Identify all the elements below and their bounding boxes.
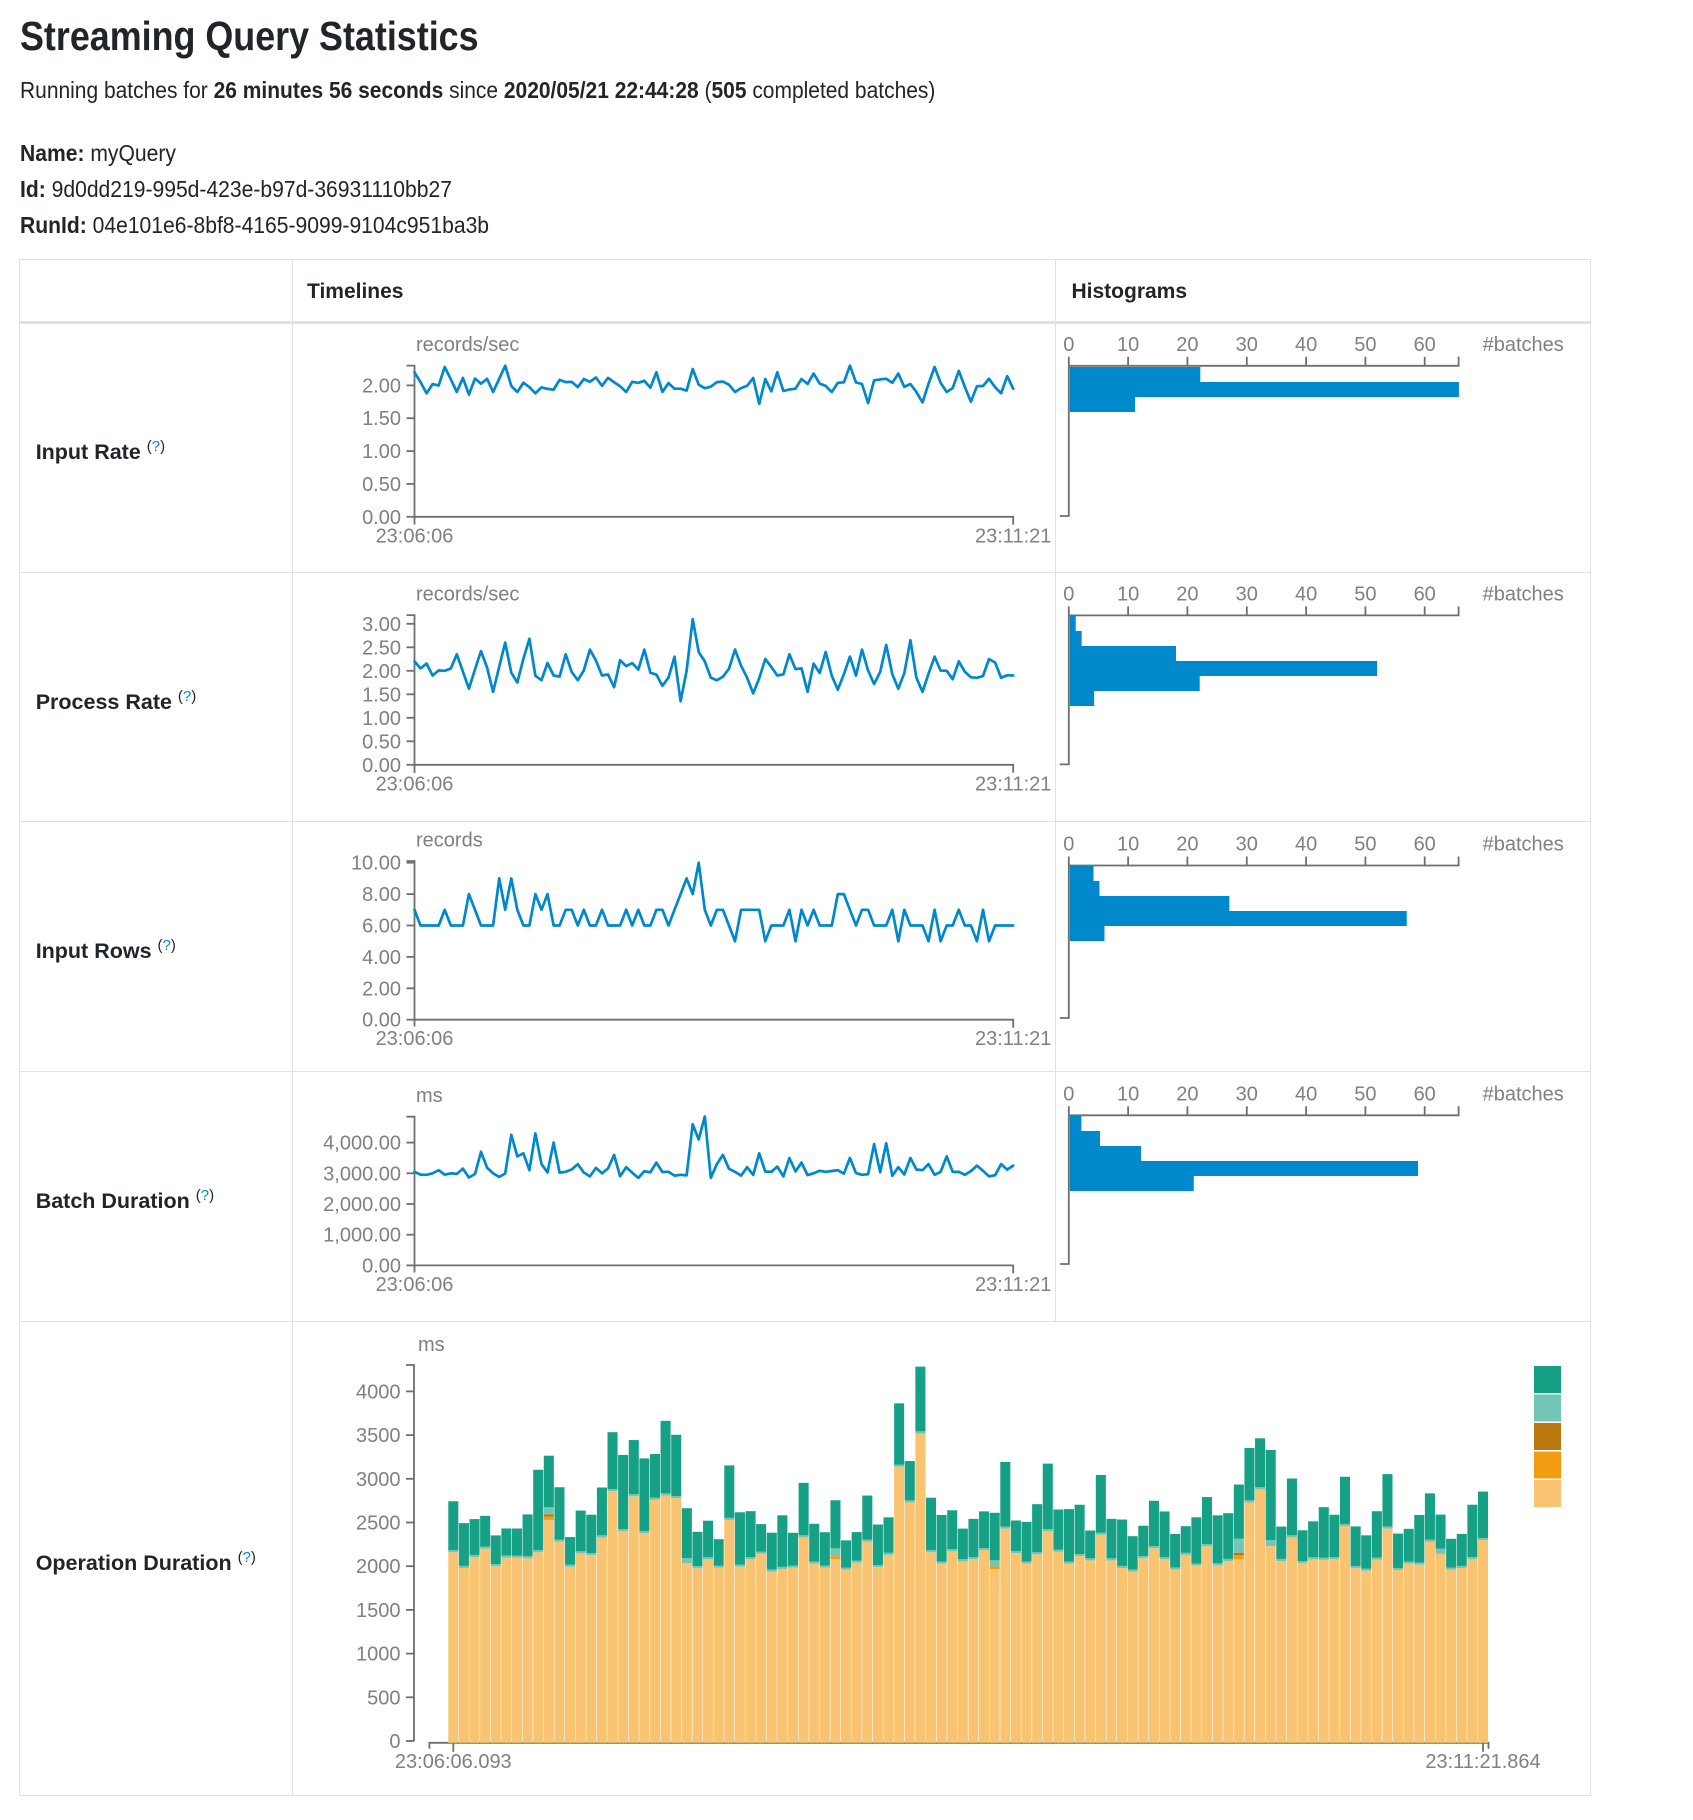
svg-text:10.00: 10.00 bbox=[351, 853, 401, 875]
svg-text:20: 20 bbox=[1176, 584, 1198, 606]
svg-text:0.00: 0.00 bbox=[362, 755, 401, 777]
svg-text:10: 10 bbox=[1117, 584, 1139, 606]
svg-text:23:06:06: 23:06:06 bbox=[376, 773, 454, 795]
svg-text:500: 500 bbox=[367, 1687, 400, 1709]
svg-text:ms: ms bbox=[416, 1085, 443, 1107]
svg-text:2500: 2500 bbox=[356, 1513, 401, 1535]
svg-text:20: 20 bbox=[1176, 334, 1198, 356]
svg-text:1.50: 1.50 bbox=[362, 408, 401, 430]
svg-text:2.00: 2.00 bbox=[362, 978, 401, 1000]
svg-text:records/sec: records/sec bbox=[416, 584, 519, 606]
svg-text:30: 30 bbox=[1236, 584, 1258, 606]
svg-text:60: 60 bbox=[1414, 584, 1436, 606]
svg-text:50: 50 bbox=[1354, 584, 1376, 606]
svg-text:0: 0 bbox=[1063, 334, 1074, 356]
svg-text:50: 50 bbox=[1354, 334, 1376, 356]
svg-text:60: 60 bbox=[1414, 834, 1436, 856]
svg-text:2,000.00: 2,000.00 bbox=[323, 1194, 401, 1216]
svg-text:records/sec: records/sec bbox=[416, 334, 519, 356]
svg-text:23:06:06: 23:06:06 bbox=[376, 1274, 454, 1296]
svg-text:60: 60 bbox=[1414, 334, 1436, 356]
svg-text:20: 20 bbox=[1176, 1084, 1198, 1106]
svg-text:3500: 3500 bbox=[356, 1425, 401, 1447]
svg-text:3,000.00: 3,000.00 bbox=[323, 1163, 401, 1185]
svg-text:0.00: 0.00 bbox=[362, 507, 401, 529]
svg-text:#batches: #batches bbox=[1483, 834, 1564, 856]
svg-text:1.00: 1.00 bbox=[362, 708, 401, 730]
svg-text:10: 10 bbox=[1117, 334, 1139, 356]
svg-text:0: 0 bbox=[389, 1731, 400, 1753]
svg-text:23:11:21.864: 23:11:21.864 bbox=[1425, 1751, 1540, 1773]
svg-text:20: 20 bbox=[1176, 834, 1198, 856]
svg-text:0.00: 0.00 bbox=[362, 1255, 401, 1277]
svg-text:records: records bbox=[416, 830, 483, 852]
svg-text:30: 30 bbox=[1236, 834, 1258, 856]
svg-text:40: 40 bbox=[1295, 834, 1317, 856]
svg-text:0: 0 bbox=[1063, 1084, 1074, 1106]
svg-text:23:06:06: 23:06:06 bbox=[376, 1028, 454, 1050]
svg-text:2000: 2000 bbox=[356, 1556, 401, 1578]
svg-text:3.00: 3.00 bbox=[362, 614, 401, 636]
svg-text:40: 40 bbox=[1295, 584, 1317, 606]
svg-text:23:06:06: 23:06:06 bbox=[376, 525, 454, 547]
svg-text:23:11:21: 23:11:21 bbox=[975, 773, 1051, 795]
svg-text:6.00: 6.00 bbox=[362, 916, 401, 938]
svg-text:23:11:21: 23:11:21 bbox=[975, 1028, 1051, 1050]
svg-text:50: 50 bbox=[1354, 834, 1376, 856]
svg-text:0.00: 0.00 bbox=[362, 1010, 401, 1032]
svg-text:#batches: #batches bbox=[1483, 584, 1564, 606]
svg-text:2.00: 2.00 bbox=[362, 661, 401, 683]
svg-text:0: 0 bbox=[1063, 584, 1074, 606]
svg-text:1,000.00: 1,000.00 bbox=[323, 1225, 401, 1247]
svg-text:3000: 3000 bbox=[356, 1469, 401, 1491]
svg-text:30: 30 bbox=[1236, 1084, 1258, 1106]
svg-text:4,000.00: 4,000.00 bbox=[323, 1133, 401, 1155]
svg-text:2.00: 2.00 bbox=[362, 375, 401, 397]
svg-text:8.00: 8.00 bbox=[362, 884, 401, 906]
svg-text:40: 40 bbox=[1295, 1084, 1317, 1106]
svg-text:23:11:21: 23:11:21 bbox=[975, 1274, 1051, 1296]
svg-text:40: 40 bbox=[1295, 334, 1317, 356]
svg-text:0.50: 0.50 bbox=[362, 474, 401, 496]
svg-text:10: 10 bbox=[1117, 1084, 1139, 1106]
svg-text:#batches: #batches bbox=[1483, 1084, 1564, 1106]
svg-text:4000: 4000 bbox=[356, 1381, 401, 1403]
svg-text:30: 30 bbox=[1236, 334, 1258, 356]
svg-text:#batches: #batches bbox=[1483, 334, 1564, 356]
svg-text:60: 60 bbox=[1414, 1084, 1436, 1106]
svg-text:1000: 1000 bbox=[356, 1644, 401, 1666]
svg-text:1500: 1500 bbox=[356, 1600, 401, 1622]
svg-text:4.00: 4.00 bbox=[362, 947, 401, 969]
svg-text:ms: ms bbox=[418, 1334, 445, 1356]
svg-text:23:11:21: 23:11:21 bbox=[975, 525, 1051, 547]
svg-text:1.50: 1.50 bbox=[362, 684, 401, 706]
svg-text:10: 10 bbox=[1117, 834, 1139, 856]
svg-text:1.00: 1.00 bbox=[362, 441, 401, 463]
svg-text:50: 50 bbox=[1354, 1084, 1376, 1106]
svg-text:2.50: 2.50 bbox=[362, 637, 401, 659]
svg-text:0.50: 0.50 bbox=[362, 731, 401, 753]
svg-text:23:06:06.093: 23:06:06.093 bbox=[395, 1751, 512, 1773]
svg-text:0: 0 bbox=[1063, 834, 1074, 856]
